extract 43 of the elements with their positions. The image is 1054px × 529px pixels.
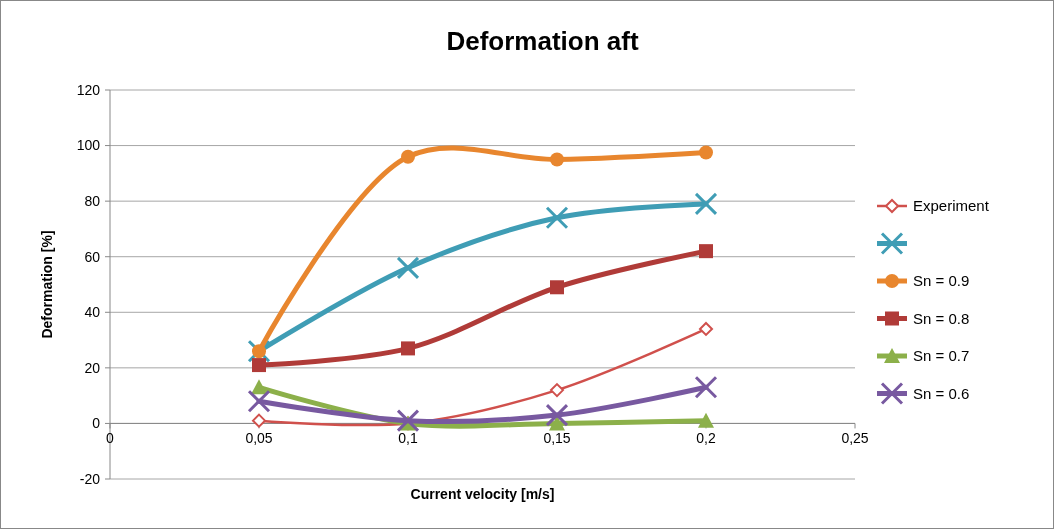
x-tick-label: 0,2 bbox=[696, 430, 716, 447]
point bbox=[401, 341, 415, 356]
legend-label: Experiment bbox=[913, 197, 990, 215]
y-tick-label: 60 bbox=[84, 248, 101, 265]
y-tick-label: 20 bbox=[84, 359, 101, 376]
point bbox=[549, 415, 565, 431]
y-tick-label: 0 bbox=[92, 415, 101, 432]
point bbox=[401, 149, 415, 164]
y-tick-label: 120 bbox=[76, 81, 101, 98]
point bbox=[699, 145, 713, 160]
y-tick-label: 80 bbox=[84, 193, 101, 210]
point bbox=[247, 389, 271, 413]
point bbox=[698, 412, 714, 428]
point bbox=[251, 379, 267, 395]
y-tick-label: -20 bbox=[79, 470, 101, 487]
legend-label: Sn = 0.8 bbox=[913, 309, 970, 327]
x-tick-label: 0,15 bbox=[543, 430, 571, 447]
legend-label: Sn = 0.6 bbox=[913, 384, 970, 402]
point bbox=[694, 375, 718, 399]
x-tick-label: 0,1 bbox=[398, 430, 418, 447]
x-axis-title: Current velocity [m/s] bbox=[410, 486, 555, 502]
point bbox=[694, 192, 718, 216]
point bbox=[396, 409, 420, 433]
point bbox=[545, 403, 569, 427]
point bbox=[252, 413, 266, 428]
point bbox=[396, 256, 420, 280]
chart-title: Deformation aft bbox=[446, 26, 639, 56]
point bbox=[550, 152, 564, 167]
y-tick-label: 100 bbox=[76, 137, 101, 154]
legend-label: Sn = 0.7 bbox=[913, 347, 970, 365]
point bbox=[545, 206, 569, 230]
y-tick-label: 40 bbox=[84, 304, 101, 321]
point bbox=[699, 321, 713, 336]
point bbox=[252, 358, 266, 373]
point bbox=[550, 280, 564, 295]
y-axis-title: Deformation [%] bbox=[39, 230, 55, 339]
x-tick-label: 0,05 bbox=[245, 430, 273, 447]
point bbox=[550, 383, 564, 398]
point bbox=[699, 244, 713, 259]
x-tick-label: 0 bbox=[106, 430, 115, 447]
legend-label: Sn = 0.9 bbox=[913, 272, 970, 290]
point bbox=[252, 344, 266, 359]
x-tick-label: 0,25 bbox=[841, 430, 869, 447]
